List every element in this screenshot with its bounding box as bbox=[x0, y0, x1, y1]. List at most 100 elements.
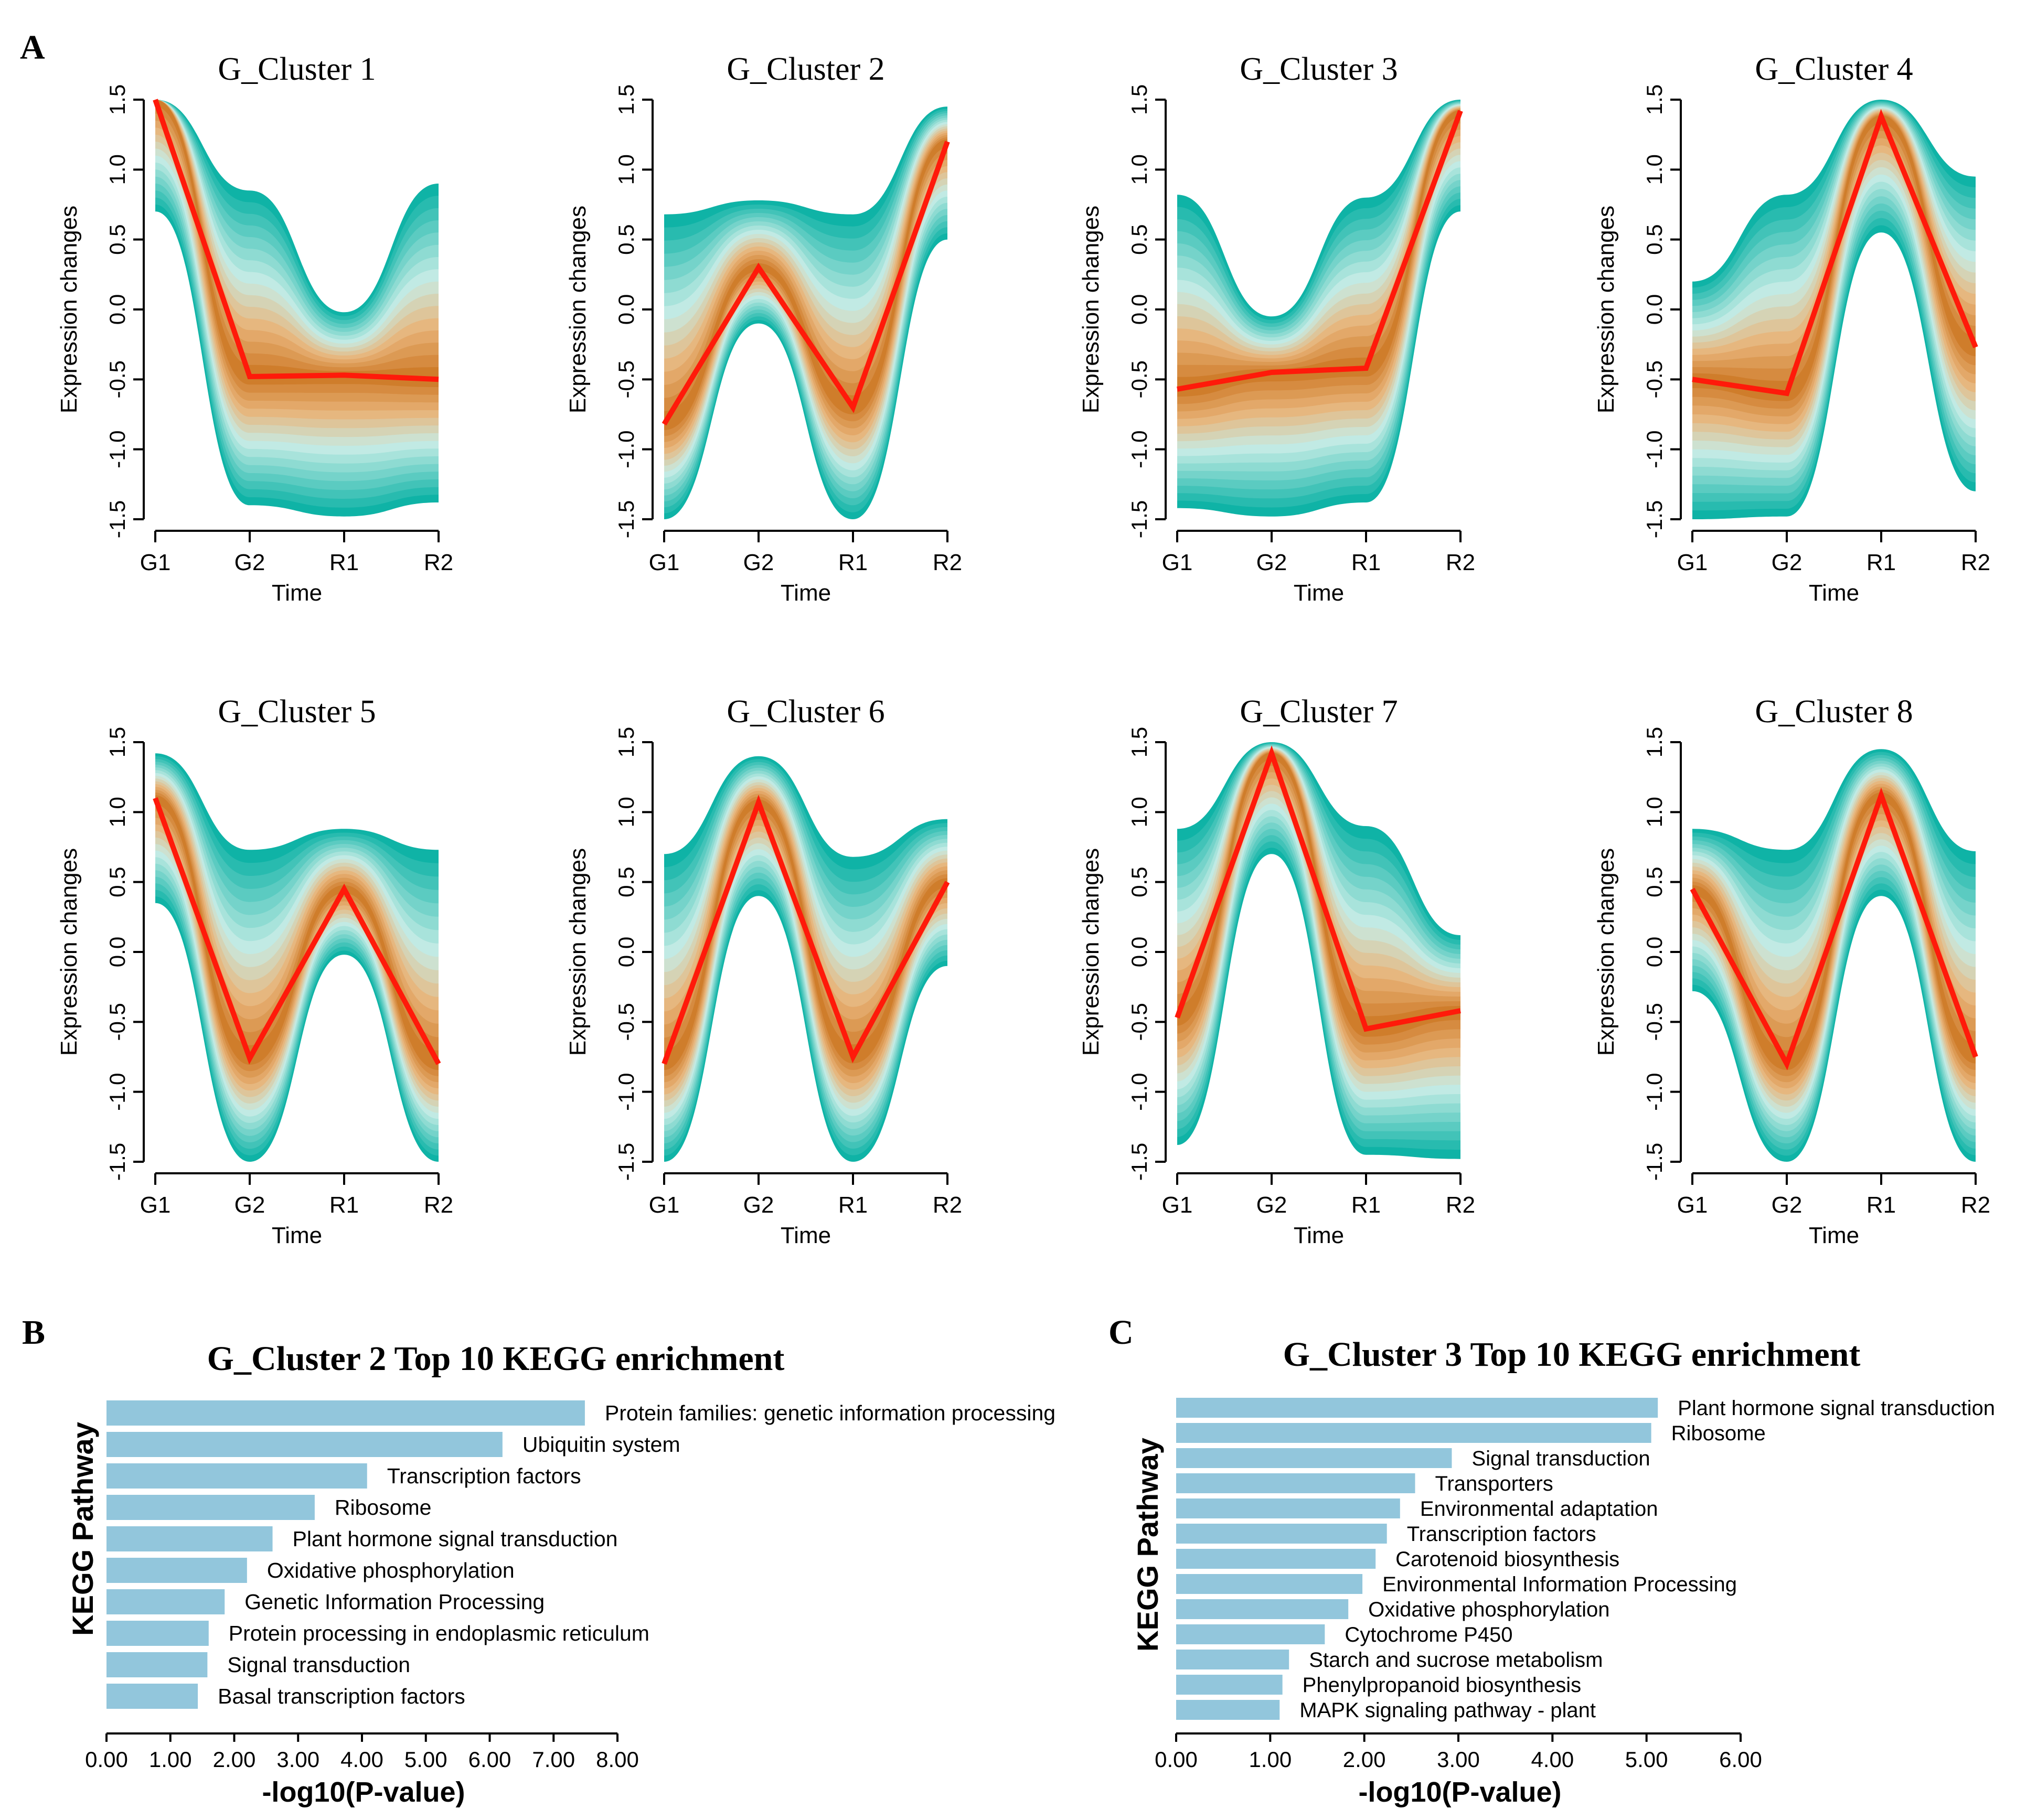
x-tick-label: 8.00 bbox=[596, 1747, 639, 1772]
x-tick-label: G1 bbox=[649, 1192, 680, 1218]
bar-label: Environmental adaptation bbox=[1420, 1497, 1658, 1521]
y-tick-label: -1.5 bbox=[614, 1143, 638, 1181]
bar-label: Signal transduction bbox=[227, 1653, 410, 1677]
y-tick-label: -1.0 bbox=[614, 1073, 638, 1110]
x-tick-label: G1 bbox=[1677, 550, 1708, 575]
bar-label: Transcription factors bbox=[1407, 1523, 1596, 1546]
y-tick-label: -1.5 bbox=[614, 500, 638, 538]
y-tick-label: -1.0 bbox=[105, 430, 130, 468]
x-axis-label: Time bbox=[1294, 580, 1344, 606]
x-tick-label: G1 bbox=[1677, 1192, 1708, 1218]
y-tick-label: 1.0 bbox=[1642, 154, 1667, 185]
y-tick-label: 0.0 bbox=[1127, 294, 1151, 325]
y-axis-label: KEGG Pathway bbox=[66, 1422, 99, 1636]
x-tick-label: R1 bbox=[1867, 1192, 1896, 1218]
expression-band bbox=[155, 100, 439, 395]
x-tick-label: G2 bbox=[1772, 1192, 1803, 1218]
bar bbox=[106, 1526, 273, 1551]
cluster-chart-6: G_Cluster 6 -1.5 -1.0 -0.5 0.0 0.5 1.0 1.5 Expre… bbox=[565, 694, 962, 1248]
y-tick-label: -1.0 bbox=[1127, 1073, 1151, 1110]
cluster-mean-line bbox=[1175, 745, 1461, 1032]
expression-band bbox=[155, 793, 439, 1076]
y-tick-label: 0.5 bbox=[614, 224, 638, 254]
x-tick-label: R1 bbox=[838, 550, 868, 575]
y-axis-label: Expression changes bbox=[1593, 206, 1619, 413]
x-tick-label: 4.00 bbox=[340, 1747, 383, 1772]
chart-title: G_Cluster 7 bbox=[1240, 694, 1398, 730]
bar bbox=[106, 1684, 198, 1709]
y-tick-label: 0.5 bbox=[614, 866, 638, 897]
y-axis-label: Expression changes bbox=[1078, 206, 1104, 413]
bar bbox=[1176, 1700, 1280, 1720]
x-tick-label: 1.00 bbox=[149, 1747, 192, 1772]
y-tick-label: 0.5 bbox=[1127, 866, 1151, 897]
x-tick-label: 4.00 bbox=[1531, 1747, 1574, 1772]
x-tick-label: R1 bbox=[1867, 550, 1896, 575]
bar-label: Protein processing in endoplasmic reticu… bbox=[229, 1621, 649, 1645]
chart-title: G_Cluster 3 Top 10 KEGG enrichment bbox=[1283, 1335, 1861, 1374]
x-tick-label: R1 bbox=[329, 550, 359, 575]
kegg-bar-chart-cluster-2: G_Cluster 2 Top 10 KEGG enrichment Protei… bbox=[66, 1340, 1055, 1808]
bar-label: Signal transduction bbox=[1471, 1447, 1650, 1470]
bar-label: Genetic Information Processing bbox=[244, 1590, 545, 1614]
cluster-mean-line bbox=[1690, 787, 1978, 1070]
bar-label: Carotenoid biosynthesis bbox=[1395, 1548, 1619, 1571]
cluster-mean-line bbox=[662, 141, 950, 426]
x-tick-label: 6.00 bbox=[1719, 1747, 1762, 1772]
bar-label: Plant hormone signal transduction bbox=[1678, 1397, 1995, 1420]
x-tick-label: 5.00 bbox=[1625, 1747, 1668, 1772]
bar bbox=[1176, 1498, 1400, 1518]
x-tick-label: G2 bbox=[743, 550, 774, 575]
y-tick-label: 0.5 bbox=[105, 224, 130, 254]
x-axis-label: Time bbox=[781, 580, 831, 606]
cluster-chart-3: G_Cluster 3 -1.5 -1.0 -0.5 0.0 0.5 1.0 1.5 Expre… bbox=[1078, 51, 1475, 606]
chart-title: G_Cluster 3 bbox=[1240, 51, 1398, 87]
x-tick-label: G2 bbox=[743, 1192, 774, 1218]
bar bbox=[1176, 1423, 1651, 1443]
y-tick-label: 1.0 bbox=[105, 154, 130, 185]
y-tick-label: 0.0 bbox=[1642, 937, 1667, 967]
bar bbox=[106, 1558, 247, 1583]
bar-label: Environmental Information Processing bbox=[1382, 1573, 1737, 1596]
x-tick-label: 2.00 bbox=[1343, 1747, 1386, 1772]
x-tick-label: R2 bbox=[1446, 1192, 1475, 1218]
y-tick-label: -0.5 bbox=[105, 1003, 130, 1041]
y-tick-label: 0.5 bbox=[1642, 866, 1667, 897]
y-tick-label: -0.5 bbox=[1127, 1003, 1151, 1041]
chart-title: G_Cluster 5 bbox=[218, 694, 376, 730]
x-tick-label: R1 bbox=[838, 1192, 868, 1218]
y-tick-label: 0.5 bbox=[1127, 224, 1151, 254]
bar-label: Basal transcription factors bbox=[218, 1684, 465, 1708]
y-tick-label: -0.5 bbox=[614, 360, 638, 398]
cluster-chart-7: G_Cluster 7 -1.5 -1.0 -0.5 0.0 0.5 1.0 1.5 Expre… bbox=[1078, 694, 1475, 1248]
cluster-mean-line bbox=[153, 797, 441, 1065]
x-tick-label: R2 bbox=[1961, 550, 1990, 575]
x-tick-label: 7.00 bbox=[532, 1747, 575, 1772]
x-tick-label: R2 bbox=[424, 550, 453, 575]
y-tick-label: -1.0 bbox=[1642, 1073, 1667, 1110]
y-axis-label: Expression changes bbox=[56, 206, 82, 413]
y-tick-label: -1.5 bbox=[105, 500, 130, 538]
x-axis-label: Time bbox=[272, 580, 322, 606]
bar-label: Transporters bbox=[1435, 1472, 1553, 1495]
y-axis-label: Expression changes bbox=[1078, 848, 1104, 1056]
bar bbox=[1176, 1650, 1289, 1669]
bar-label: Ubiquitin system bbox=[522, 1432, 680, 1457]
x-axis-label: Time bbox=[1809, 580, 1859, 606]
y-tick-label: 1.5 bbox=[614, 727, 638, 757]
x-tick-label: G2 bbox=[234, 1192, 265, 1218]
cluster-mean-line bbox=[1177, 110, 1463, 392]
x-tick-label: R2 bbox=[424, 1192, 453, 1218]
y-tick-label: 1.5 bbox=[1642, 84, 1667, 115]
bar bbox=[1176, 1473, 1415, 1493]
y-tick-label: -1.0 bbox=[614, 430, 638, 468]
panel-label-b: B bbox=[22, 1313, 45, 1352]
bar bbox=[106, 1495, 315, 1520]
x-tick-label: 5.00 bbox=[404, 1747, 447, 1772]
x-tick-label: G2 bbox=[1256, 1192, 1287, 1218]
y-tick-label: 1.0 bbox=[614, 797, 638, 827]
x-tick-label: 6.00 bbox=[468, 1747, 511, 1772]
x-tick-label: G1 bbox=[1162, 550, 1193, 575]
x-tick-label: G2 bbox=[1256, 550, 1287, 575]
